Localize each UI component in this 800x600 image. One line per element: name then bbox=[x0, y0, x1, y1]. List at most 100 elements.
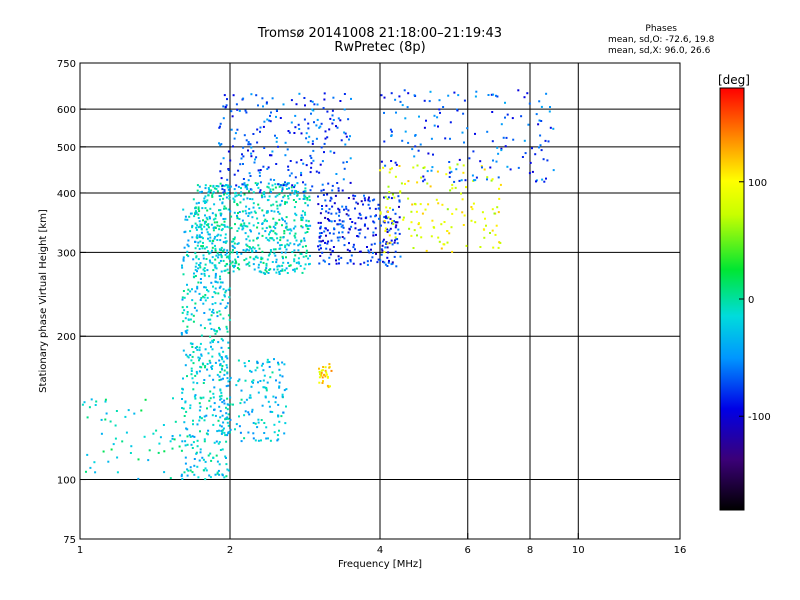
data-point bbox=[384, 195, 387, 198]
data-point bbox=[448, 232, 451, 235]
data-point bbox=[245, 186, 248, 189]
data-point bbox=[284, 246, 287, 249]
data-point bbox=[395, 163, 398, 166]
data-point bbox=[260, 258, 263, 261]
data-point bbox=[222, 197, 225, 200]
data-point bbox=[257, 439, 260, 442]
data-point bbox=[192, 314, 195, 317]
data-point bbox=[197, 213, 200, 216]
data-point bbox=[386, 265, 389, 267]
data-point bbox=[191, 346, 194, 348]
data-point bbox=[320, 232, 323, 234]
data-point bbox=[384, 263, 387, 266]
data-point bbox=[221, 401, 224, 404]
data-point bbox=[233, 236, 236, 239]
data-point bbox=[227, 413, 230, 416]
data-point bbox=[263, 374, 266, 377]
data-point bbox=[374, 227, 377, 230]
data-point bbox=[293, 268, 296, 271]
data-point bbox=[372, 220, 375, 223]
data-point bbox=[418, 115, 420, 118]
data-point bbox=[263, 386, 266, 389]
data-point bbox=[330, 369, 333, 372]
data-point bbox=[248, 264, 251, 267]
data-point bbox=[372, 231, 375, 234]
data-point bbox=[427, 203, 430, 206]
data-point bbox=[221, 448, 224, 451]
data-point bbox=[286, 188, 288, 190]
data-point bbox=[316, 103, 319, 106]
data-point bbox=[193, 272, 195, 275]
data-point bbox=[373, 242, 376, 245]
data-point bbox=[330, 220, 333, 223]
data-point bbox=[289, 242, 292, 245]
data-point bbox=[511, 117, 514, 120]
data-point bbox=[196, 382, 199, 385]
data-point bbox=[209, 190, 212, 193]
data-point bbox=[225, 325, 228, 328]
data-point bbox=[479, 246, 482, 248]
data-point bbox=[220, 229, 223, 232]
data-point bbox=[223, 248, 226, 251]
data-point bbox=[216, 252, 219, 255]
data-point bbox=[262, 165, 265, 168]
data-point bbox=[343, 244, 346, 247]
data-point bbox=[505, 136, 508, 139]
data-point bbox=[212, 191, 215, 194]
data-point bbox=[200, 223, 203, 226]
data-point bbox=[212, 396, 215, 399]
data-point bbox=[282, 184, 285, 187]
data-point bbox=[329, 150, 332, 153]
data-point bbox=[204, 214, 206, 217]
data-point bbox=[203, 197, 206, 200]
data-point bbox=[400, 182, 403, 185]
data-point bbox=[213, 441, 216, 444]
data-point bbox=[345, 207, 348, 210]
data-point bbox=[196, 184, 199, 187]
data-point bbox=[375, 233, 377, 236]
data-point bbox=[191, 288, 193, 291]
data-point bbox=[538, 100, 541, 103]
data-point bbox=[247, 411, 250, 414]
data-point bbox=[211, 194, 214, 197]
data-point bbox=[311, 108, 314, 111]
data-point bbox=[226, 268, 229, 271]
data-point bbox=[206, 269, 209, 272]
data-point bbox=[436, 116, 439, 119]
data-point bbox=[430, 235, 433, 238]
data-point bbox=[244, 379, 247, 382]
data-point bbox=[406, 106, 409, 109]
data-point bbox=[252, 379, 255, 382]
data-point bbox=[368, 207, 371, 210]
data-point bbox=[492, 159, 494, 162]
data-point bbox=[197, 267, 200, 270]
data-point bbox=[543, 180, 546, 183]
data-point bbox=[210, 459, 213, 462]
data-point bbox=[339, 100, 342, 102]
data-point bbox=[95, 400, 98, 403]
data-point bbox=[236, 204, 239, 207]
data-point bbox=[226, 366, 229, 369]
data-point bbox=[223, 294, 226, 297]
data-point bbox=[193, 435, 196, 438]
data-point bbox=[495, 160, 498, 163]
data-point bbox=[238, 268, 241, 271]
data-point bbox=[309, 171, 312, 174]
data-point bbox=[221, 358, 224, 361]
data-point bbox=[545, 92, 548, 95]
data-point bbox=[275, 379, 277, 382]
x-tick-label: 2 bbox=[227, 545, 233, 556]
data-point bbox=[275, 137, 278, 139]
data-point bbox=[223, 190, 226, 193]
data-point bbox=[298, 198, 301, 200]
data-point bbox=[194, 302, 197, 305]
data-point bbox=[470, 206, 473, 208]
data-point bbox=[270, 191, 272, 194]
data-point bbox=[301, 245, 304, 248]
data-point bbox=[199, 299, 202, 301]
data-point bbox=[219, 416, 222, 419]
data-point bbox=[172, 397, 174, 400]
data-point bbox=[364, 223, 366, 226]
data-point bbox=[248, 190, 250, 193]
data-point bbox=[125, 431, 128, 434]
